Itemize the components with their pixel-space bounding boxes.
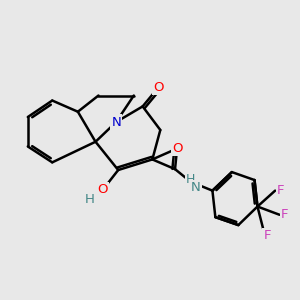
Text: O: O bbox=[98, 183, 108, 196]
Text: N: N bbox=[111, 116, 121, 128]
Text: F: F bbox=[281, 208, 289, 221]
Text: H: H bbox=[186, 173, 195, 186]
Text: F: F bbox=[263, 229, 271, 242]
Text: O: O bbox=[153, 81, 164, 94]
Text: N: N bbox=[191, 181, 201, 194]
Text: O: O bbox=[172, 142, 182, 155]
Text: H: H bbox=[85, 193, 95, 206]
Text: F: F bbox=[277, 184, 284, 197]
